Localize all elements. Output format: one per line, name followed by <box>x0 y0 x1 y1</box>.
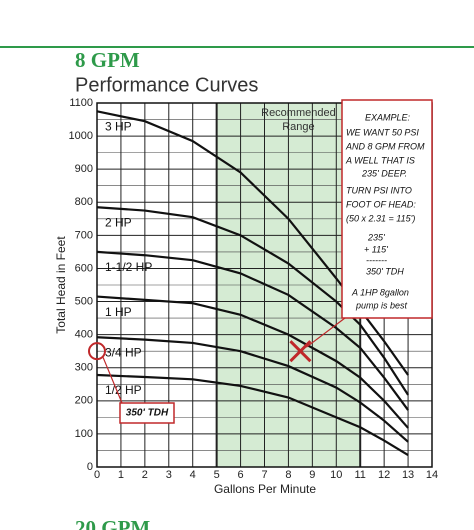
range-label: Recommended <box>261 107 336 119</box>
y-tick-label: 400 <box>75 329 93 341</box>
x-tick-label: 12 <box>378 469 390 481</box>
tdh-label: 350' TDH <box>126 408 169 419</box>
curve <box>96 373 409 457</box>
curve <box>96 336 409 443</box>
y-tick-label: 1000 <box>69 130 93 142</box>
example-point <box>289 340 312 363</box>
x-tick-label: 9 <box>309 469 315 481</box>
series-label: 3 HP <box>105 119 132 133</box>
example-text: ------- <box>366 255 387 265</box>
y-tick-label: 700 <box>75 229 93 241</box>
chart-title: 8 GPM <box>75 48 140 72</box>
tdh-box <box>119 402 175 424</box>
pointer <box>306 317 346 348</box>
example-text: + 115' <box>364 244 388 254</box>
next-title: 20 GPM <box>75 516 150 530</box>
x-tick-label: 4 <box>190 469 196 481</box>
chart-subtitle: Performance Curves <box>75 74 258 96</box>
example-text: EXAMPLE: <box>365 112 411 122</box>
y-tick-label: 900 <box>75 163 93 175</box>
example-text: 350' TDH <box>366 266 404 276</box>
range-label: Range <box>282 121 314 133</box>
x-tick-label: 5 <box>214 469 220 481</box>
series-label: 2 HP <box>105 215 132 229</box>
y-tick-label: 300 <box>75 362 93 374</box>
example-text: A WELL THAT IS <box>345 155 415 165</box>
example-text: AND 8 GPM FROM <box>345 141 425 151</box>
example-text: 235' DEEP. <box>361 168 407 178</box>
x-tick-label: 14 <box>426 469 438 481</box>
x-tick-label: 13 <box>402 469 414 481</box>
example-text: WE WANT 50 PSI <box>346 127 419 137</box>
y-tick-label: 500 <box>75 295 93 307</box>
example-box <box>341 99 433 319</box>
x-tick-label: 2 <box>142 469 148 481</box>
y-tick-label: 100 <box>75 428 93 440</box>
example-text: A 1HP 8gallon <box>351 287 409 297</box>
y-tick-label: 0 <box>87 461 93 473</box>
x-tick-label: 10 <box>330 469 342 481</box>
x-tick-label: 11 <box>355 469 366 481</box>
y-tick-label: 600 <box>75 262 93 274</box>
example-text: FOOT OF HEAD: <box>346 199 416 209</box>
x-tick-label: 6 <box>238 469 244 481</box>
x-tick-label: 7 <box>261 469 267 481</box>
x-tick-label: 3 <box>166 469 172 481</box>
curve <box>96 295 409 429</box>
tdh-circle <box>88 342 106 361</box>
y-tick-label: 200 <box>75 395 93 407</box>
y-tick-label: 1100 <box>69 97 93 109</box>
y-tick-label: 800 <box>75 196 93 208</box>
y-axis-label: Total Head in Feet <box>54 236 68 334</box>
curve <box>96 110 409 376</box>
pointer <box>102 356 123 404</box>
x-tick-label: 0 <box>94 469 100 481</box>
curve <box>96 250 409 411</box>
x-axis-label: Gallons Per Minute <box>214 482 316 496</box>
x-tick-label: 8 <box>285 469 291 481</box>
curve <box>96 206 409 396</box>
example-text: pump is best <box>355 300 408 310</box>
example-text: 235' <box>367 232 385 242</box>
series-label: 1/2 HP <box>105 383 142 397</box>
example-text: TURN PSI INTO <box>346 185 412 195</box>
x-tick-label: 1 <box>118 469 124 481</box>
series-label: 1-1/2 HP <box>105 260 152 274</box>
series-label: 3/4 HP <box>105 345 142 359</box>
series-label: 1 HP <box>105 305 132 319</box>
example-text: (50 x 2.31 = 115') <box>346 213 415 223</box>
